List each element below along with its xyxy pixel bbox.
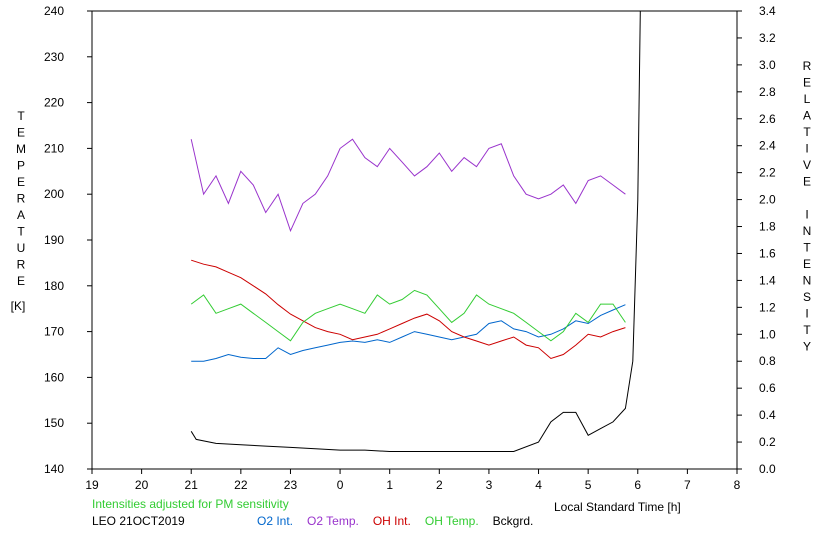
- y-left-tick-label: 180: [44, 279, 64, 293]
- y-right-tick-label: 3.4: [759, 4, 776, 18]
- legend-item: OH Int.: [372, 514, 411, 528]
- y-right-title-letter: N: [803, 274, 812, 288]
- x-tick-label: 2: [436, 478, 443, 492]
- y-left-tick-label: 160: [44, 370, 64, 384]
- y-left-tick-label: 200: [44, 187, 64, 201]
- y-right-title-letter: S: [803, 290, 811, 304]
- y-left-title-letter: E: [17, 274, 25, 288]
- legend-item: O2 Int.: [257, 514, 294, 528]
- x-tick-label: 4: [535, 478, 542, 492]
- y-right-title-letter: L: [804, 92, 811, 106]
- y-left-tick-label: 190: [44, 233, 64, 247]
- y-left-title-letter: E: [17, 126, 25, 140]
- y-left-tick-label: 210: [44, 141, 64, 155]
- y-right-title-letter: Y: [803, 340, 811, 354]
- series-line-bckgrd: [190, 10, 641, 452]
- y-right-tick-label: 2.2: [759, 166, 776, 180]
- x-tick-label: 5: [585, 478, 592, 492]
- x-tick-label: 8: [734, 478, 741, 492]
- y-axis-left: 140 150 160 170 180 190 200 210 220 230 240: [44, 4, 92, 476]
- x-tick-label: 7: [684, 478, 691, 492]
- legend-item: Bckgrd.: [492, 514, 534, 528]
- y-right-tick-label: 1.0: [759, 327, 776, 341]
- x-tick-label: 20: [135, 478, 149, 492]
- y-right-title-letter: V: [803, 158, 811, 172]
- y-left-title-letter: R: [17, 192, 26, 206]
- series-line-o2-temp: [190, 138, 626, 233]
- y-right-tick-label: 2.4: [759, 139, 776, 153]
- y-left-title-letter: P: [17, 159, 25, 173]
- y-left-tick-label: 150: [44, 416, 64, 430]
- x-tick-label: 6: [634, 478, 641, 492]
- y-right-title-letter: I: [805, 142, 808, 156]
- y-right-tick-label: 0.0: [759, 462, 776, 476]
- series-line-oh-int: [191, 259, 626, 360]
- y-right-title-letter: I: [805, 208, 808, 222]
- y-right-tick-label: 1.4: [759, 273, 776, 287]
- y-left-title-letter: A: [17, 208, 25, 222]
- y-axis-right: 0.0 0.2 0.4 0.6 0.8 1.0 1.2 1.4 1.6 1.8 2.0 2.2 2.4 2…: [737, 4, 776, 476]
- y-right-title-letter: T: [803, 125, 811, 139]
- y-right-title-letter: A: [803, 109, 811, 123]
- y-right-title-letter: N: [803, 224, 812, 238]
- y-right-title-letter: E: [803, 257, 811, 271]
- y-left-tick-label: 140: [44, 462, 64, 476]
- y-axis-left-unit: [K]: [11, 299, 26, 313]
- y-right-title-letter: I: [805, 307, 808, 321]
- y-right-tick-label: 0.2: [759, 435, 776, 449]
- x-tick-label: 22: [234, 478, 248, 492]
- y-right-title-letter: T: [803, 323, 811, 337]
- y-right-tick-label: 1.6: [759, 246, 776, 260]
- y-right-tick-label: 1.2: [759, 300, 776, 314]
- x-tick-label: 0: [337, 478, 344, 492]
- y-right-title-letter: E: [803, 175, 811, 189]
- x-tick-label: 19: [85, 478, 99, 492]
- legend: O2 Int. O2 Temp. OH Int. OH Temp. Bckgrd.: [257, 514, 533, 528]
- y-right-tick-label: 2.0: [759, 193, 776, 207]
- legend-item: O2 Temp.: [307, 514, 359, 528]
- y-left-tick-label: 220: [44, 96, 64, 110]
- y-right-title-letter: T: [803, 241, 811, 255]
- y-left-title-letter: E: [17, 175, 25, 189]
- sensitivity-note: Intensities adjusted for PM sensitivity: [92, 497, 289, 511]
- y-left-title-letter: U: [17, 241, 26, 255]
- y-left-title-letter: M: [16, 142, 26, 156]
- y-right-tick-label: 0.6: [759, 381, 776, 395]
- y-right-tick-label: 1.8: [759, 220, 776, 234]
- legend-item: OH Temp.: [424, 514, 479, 528]
- series-line-o2-int: [191, 304, 626, 362]
- y-left-title-letter: T: [17, 109, 25, 123]
- y-right-tick-label: 2.6: [759, 112, 776, 126]
- y-right-title-letter: E: [803, 76, 811, 90]
- y-left-title-letter: T: [17, 225, 25, 239]
- x-tick-label: 23: [284, 478, 298, 492]
- y-right-tick-label: 0.8: [759, 354, 776, 368]
- y-left-tick-label: 170: [44, 325, 64, 339]
- y-left-tick-label: 230: [44, 50, 64, 64]
- x-tick-label: 21: [185, 478, 199, 492]
- y-left-title-letter: R: [17, 258, 26, 272]
- series-line-oh-temp: [190, 289, 626, 342]
- plot-frame: [91, 10, 738, 470]
- x-axis: 19 20 21 22 23 0 1 2 3 4 5 6 7 8: [85, 469, 741, 492]
- x-tick-label: 1: [386, 478, 393, 492]
- station-label: LEO 21OCT2019: [92, 514, 185, 528]
- x-axis-title: Local Standard Time [h]: [554, 500, 681, 514]
- y-right-tick-label: 2.8: [759, 85, 776, 99]
- y-right-tick-label: 0.4: [759, 408, 776, 422]
- y-right-tick-label: 3.2: [759, 31, 776, 45]
- y-right-title-letter: R: [803, 59, 812, 73]
- y-right-tick-label: 3.0: [759, 58, 776, 72]
- y-left-tick-label: 240: [44, 4, 64, 18]
- series-group: [190, 10, 641, 452]
- x-tick-label: 3: [486, 478, 493, 492]
